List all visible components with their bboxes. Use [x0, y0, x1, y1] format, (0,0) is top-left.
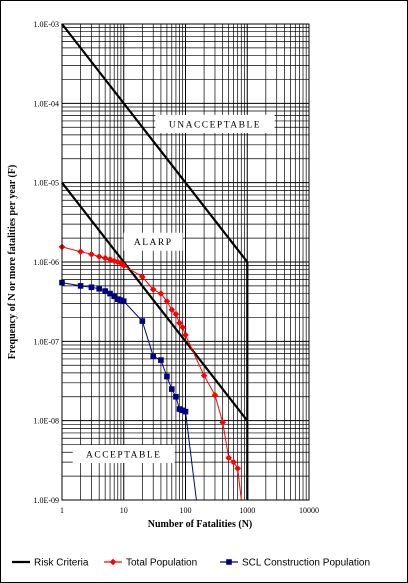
- data-point: [139, 318, 146, 324]
- legend-item: SCL Construction Population: [220, 558, 370, 569]
- series-line: [61, 182, 249, 500]
- data-point: [182, 408, 189, 415]
- data-point: [101, 254, 109, 262]
- data-point: [110, 257, 118, 265]
- data-point: [77, 283, 84, 289]
- tick-labels: 1 10 100 1000 10000 1.0E-09 1.0E-08 1.0E-07 1.0E…: [33, 20, 319, 515]
- region-label-acceptable: ACCEPTABLE: [72, 445, 175, 464]
- y-axis-title: Frequency of N or more fatalities per ye…: [7, 165, 18, 360]
- series-total-population: [58, 243, 242, 501]
- data-point: [111, 293, 117, 300]
- region-labels: UNACCEPTABLE ALARP ACCEPTABLE: [72, 114, 275, 464]
- legend-label: SCL Construction Population: [242, 558, 370, 569]
- data-point: [219, 419, 226, 426]
- data-point: [173, 393, 179, 400]
- region-label-alarp: ALARP: [123, 232, 183, 251]
- data-point: [164, 373, 170, 380]
- data-point: [168, 306, 176, 314]
- y-tick-label: 1.0E-04: [33, 99, 59, 108]
- data-point: [88, 284, 95, 291]
- data-point: [158, 357, 164, 363]
- data-point: [96, 285, 102, 292]
- data-point: [226, 559, 232, 565]
- x-tick-label: 100: [180, 506, 192, 515]
- y-tick-label: 1.0E-05: [33, 179, 59, 188]
- series-risk-criteria: [61, 23, 249, 500]
- data-point: [157, 290, 165, 297]
- region-label-text: ACCEPTABLE: [86, 451, 161, 461]
- region-label-unacceptable: UNACCEPTABLE: [155, 114, 275, 133]
- data-point: [77, 248, 84, 255]
- x-tick-label: 10000: [299, 506, 319, 515]
- y-tick-label: 1.0E-07: [33, 337, 59, 346]
- data-point: [95, 253, 103, 260]
- legend-item: Total Population: [104, 558, 197, 569]
- region-label-text: UNACCEPTABLE: [169, 120, 261, 130]
- region-label-background: [72, 445, 175, 464]
- legend-label: Total Population: [126, 558, 197, 569]
- y-tick-label: 1.0E-06: [33, 258, 59, 267]
- data-point: [149, 286, 157, 293]
- data-point: [225, 454, 232, 462]
- data-point: [114, 258, 122, 266]
- data-point: [102, 288, 108, 294]
- region-label-background: [155, 114, 275, 133]
- series-line: [61, 23, 249, 421]
- series-scl-construction-population: [59, 279, 197, 501]
- x-tick-label: 1: [60, 506, 64, 515]
- data-point: [88, 251, 95, 258]
- data-point: [163, 297, 171, 305]
- x-tick-label: 1000: [239, 506, 255, 515]
- data-point: [172, 310, 180, 318]
- data-point: [234, 465, 241, 472]
- data-point: [150, 353, 157, 359]
- x-axis-title: Number of Fatalities (N): [148, 519, 253, 530]
- data-point: [169, 386, 175, 392]
- x-tick-label: 10: [120, 506, 128, 515]
- region-label-background: [123, 232, 183, 251]
- y-tick-label: 1.0E-08: [33, 417, 59, 426]
- data-point: [182, 331, 189, 339]
- data-point: [139, 273, 146, 281]
- data-point: [200, 372, 208, 379]
- legend-item: Risk Criteria: [12, 558, 89, 569]
- data-point: [176, 319, 183, 327]
- legend: Risk Criteria Total Population SCL Constru…: [12, 558, 370, 569]
- series-layer: [58, 23, 249, 501]
- data-point: [120, 262, 128, 269]
- legend-label: Risk Criteria: [34, 558, 89, 569]
- data-point: [120, 298, 127, 305]
- y-tick-label: 1.0E-03: [33, 20, 59, 29]
- data-point: [179, 324, 186, 331]
- region-label-text: ALARP: [134, 238, 173, 248]
- y-tick-label: 1.0E-09: [33, 496, 59, 505]
- data-point: [211, 391, 219, 399]
- plot-border: [61, 23, 310, 501]
- data-point: [109, 558, 117, 566]
- data-point: [230, 458, 237, 466]
